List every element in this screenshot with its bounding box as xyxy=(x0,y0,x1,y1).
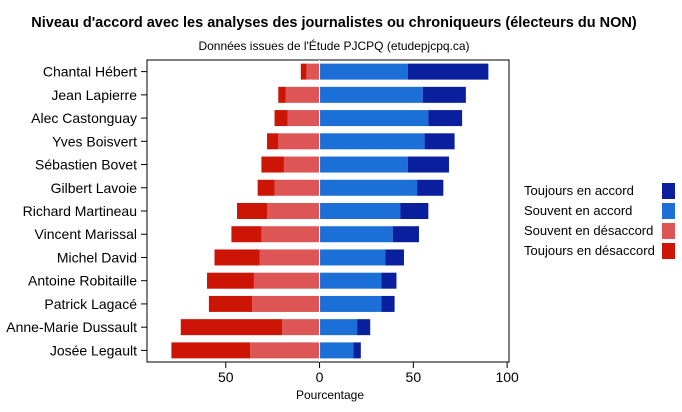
bar-toujours-en-accord-8 xyxy=(385,249,404,266)
category-label: Patrick Lagacé xyxy=(44,296,137,312)
x-axis: 50 0 50 100 xyxy=(218,362,519,385)
bar-toujours-en-d-saccord-10 xyxy=(208,295,253,312)
bar-souvent-en-d-saccord-2 xyxy=(287,110,320,127)
bar-souvent-en-accord-11 xyxy=(319,319,358,336)
category-label: Michel David xyxy=(57,249,137,265)
bar-souvent-en-accord-1 xyxy=(319,86,423,103)
legend-swatch xyxy=(662,243,675,259)
bar-toujours-en-accord-7 xyxy=(392,226,419,243)
bar-toujours-en-d-saccord-9 xyxy=(207,272,254,289)
category-label: Chantal Hébert xyxy=(43,64,137,80)
bar-souvent-en-accord-9 xyxy=(319,272,382,289)
bar-toujours-en-accord-1 xyxy=(422,86,466,103)
bar-toujours-en-accord-0 xyxy=(407,63,489,80)
bar-toujours-en-d-saccord-8 xyxy=(214,249,260,266)
bar-toujours-en-d-saccord-3 xyxy=(267,133,279,150)
bar-toujours-en-d-saccord-6 xyxy=(237,203,268,219)
category-label: Alec Castonguay xyxy=(31,110,137,126)
bar-toujours-en-accord-9 xyxy=(381,272,397,289)
bar-souvent-en-accord-4 xyxy=(319,156,408,173)
legend-swatch xyxy=(662,183,675,199)
legend-label: Toujours en accord xyxy=(524,183,634,198)
bar-souvent-en-d-saccord-0 xyxy=(306,63,320,80)
bar-toujours-en-accord-3 xyxy=(424,133,455,150)
bar-souvent-en-accord-2 xyxy=(319,110,429,127)
legend-label: Souvent en désaccord xyxy=(524,223,653,238)
bar-toujours-en-d-saccord-1 xyxy=(278,86,286,103)
bar-toujours-en-d-saccord-11 xyxy=(180,319,283,336)
bar-toujours-en-d-saccord-7 xyxy=(231,226,262,243)
bar-toujours-en-accord-10 xyxy=(381,295,395,312)
category-label: Vincent Marissal xyxy=(35,226,137,242)
bar-souvent-en-d-saccord-10 xyxy=(252,295,320,312)
bar-souvent-en-d-saccord-4 xyxy=(283,156,320,173)
bar-toujours-en-d-saccord-4 xyxy=(261,156,284,173)
bar-toujours-en-d-saccord-12 xyxy=(171,342,251,359)
category-labels: Chantal Hébert Jean Lapierre Alec Castongu… xyxy=(6,64,147,358)
x-tick-label: 50 xyxy=(218,369,234,385)
bar-souvent-en-accord-3 xyxy=(319,133,425,150)
category-label: Gilbert Lavoie xyxy=(51,180,138,196)
bar-toujours-en-accord-5 xyxy=(417,179,444,196)
bar-souvent-en-accord-0 xyxy=(319,63,408,80)
bar-souvent-en-d-saccord-8 xyxy=(259,249,320,266)
bar-souvent-en-d-saccord-1 xyxy=(285,86,320,103)
category-label: Yves Boisvert xyxy=(52,133,137,149)
bar-souvent-en-d-saccord-7 xyxy=(261,226,320,243)
bar-souvent-en-accord-6 xyxy=(319,203,401,219)
bar-souvent-en-accord-12 xyxy=(319,342,354,359)
x-tick-label: 0 xyxy=(316,369,324,385)
legend-label: Souvent en accord xyxy=(524,203,632,218)
category-label: Antoine Robitaille xyxy=(28,273,137,289)
chart-title: Niveau d'accord avec les analyses des jo… xyxy=(31,15,637,31)
category-label: Jean Lapierre xyxy=(51,87,137,103)
bar-souvent-en-accord-8 xyxy=(319,249,386,266)
bar-souvent-en-d-saccord-9 xyxy=(253,272,320,289)
x-axis-label: Pourcentage xyxy=(296,388,364,402)
bar-souvent-en-d-saccord-5 xyxy=(274,179,320,196)
bar-toujours-en-accord-2 xyxy=(428,110,463,127)
legend-label: Toujours en désaccord xyxy=(524,243,655,258)
bar-toujours-en-d-saccord-2 xyxy=(274,110,288,127)
category-label: Richard Martineau xyxy=(23,203,137,219)
legend-swatch xyxy=(662,203,675,219)
bar-toujours-en-accord-11 xyxy=(357,319,371,336)
legend-swatch xyxy=(662,223,675,239)
bar-toujours-en-d-saccord-0 xyxy=(300,63,307,80)
bar-toujours-en-d-saccord-5 xyxy=(257,179,275,196)
bar-souvent-en-d-saccord-3 xyxy=(278,133,320,150)
bar-souvent-en-accord-7 xyxy=(319,226,393,243)
bar-souvent-en-accord-5 xyxy=(319,179,418,196)
bar-souvent-en-accord-10 xyxy=(319,295,382,312)
x-tick-label: 50 xyxy=(406,369,422,385)
bar-souvent-en-d-saccord-6 xyxy=(267,203,320,219)
legend: Toujours en accord Souvent en accord Souve… xyxy=(524,183,675,259)
bar-toujours-en-accord-6 xyxy=(400,203,429,219)
x-tick-label: 100 xyxy=(495,369,519,385)
chart-subtitle: Données issues de l'Étude PJCPQ (etudepj… xyxy=(198,38,469,53)
category-label: Anne-Marie Dussault xyxy=(6,319,137,335)
bar-group xyxy=(171,63,489,359)
bar-souvent-en-d-saccord-11 xyxy=(282,319,320,336)
bar-toujours-en-accord-4 xyxy=(407,156,449,173)
category-label: Sébastien Bovet xyxy=(35,157,137,173)
bar-toujours-en-accord-12 xyxy=(353,342,361,359)
bar-souvent-en-d-saccord-12 xyxy=(250,342,320,359)
category-label: Josée Legault xyxy=(50,342,137,358)
